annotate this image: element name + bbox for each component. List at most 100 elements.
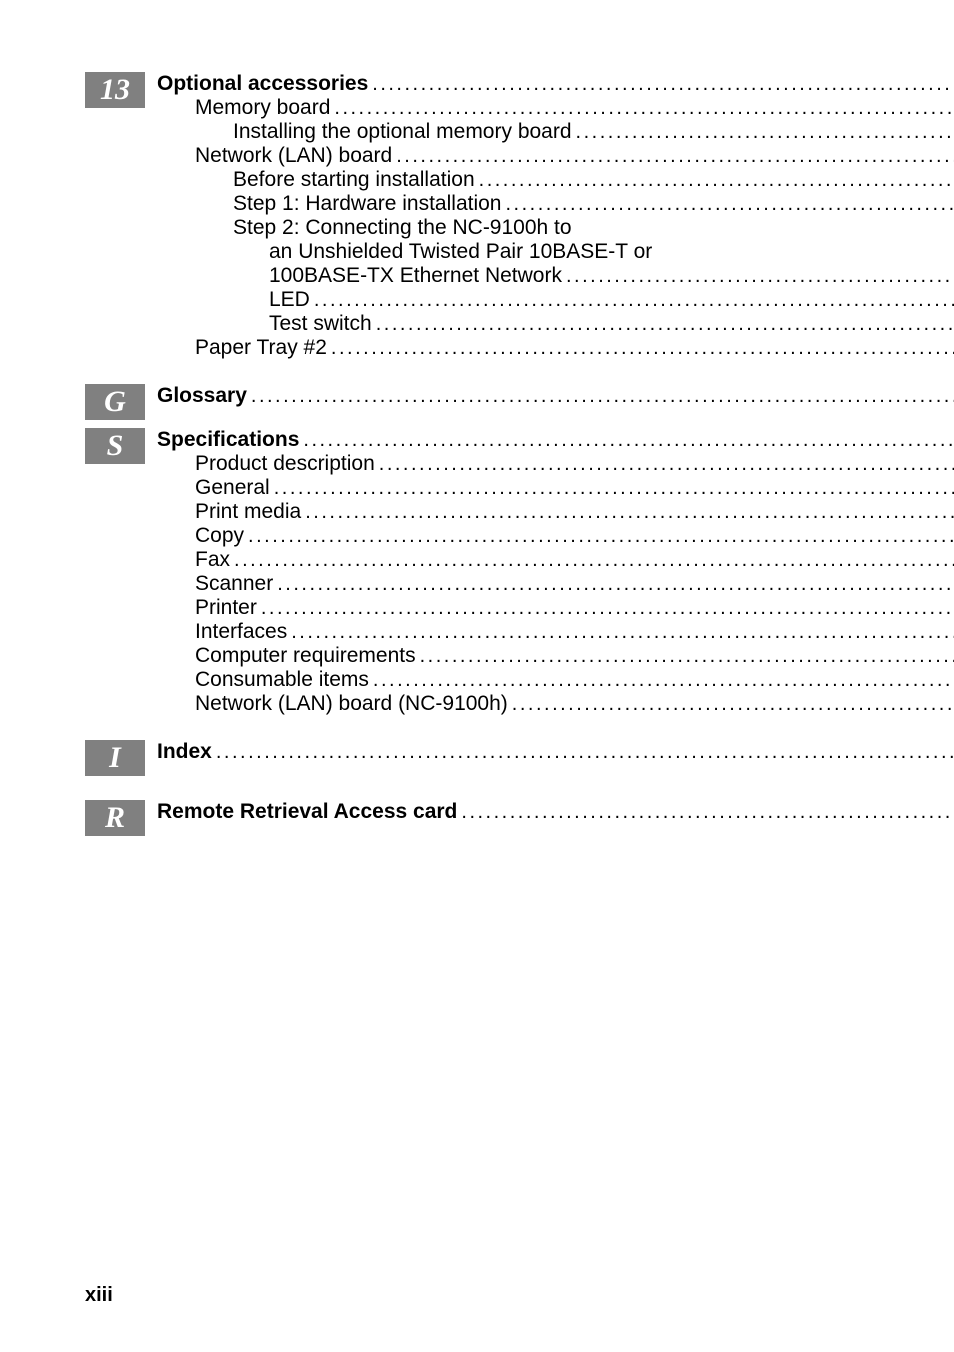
toc-entry: Step 1: Hardware installation ..........…: [157, 192, 954, 216]
page-number: xiii: [85, 1284, 113, 1307]
toc-entry: Glossary ...............................…: [157, 384, 954, 408]
toc-entry-continuation: an Unshielded Twisted Pair 10BASE-T or: [157, 240, 954, 264]
toc-entry: Paper Tray #2 ..........................…: [157, 336, 954, 360]
toc-leader: ........................................…: [287, 621, 954, 644]
toc-section: 13Optional accessories .................…: [85, 72, 869, 360]
toc-leader: ........................................…: [270, 477, 954, 500]
toc-entry-label: Interfaces: [157, 620, 287, 644]
toc-entry: Network (LAN) board (NC-9100h) .........…: [157, 692, 954, 716]
toc-section: SSpecifications ........................…: [85, 428, 869, 716]
toc-leader: ........................................…: [244, 525, 954, 548]
toc-entry: Computer requirements ..................…: [157, 644, 954, 668]
toc-entry-label: Paper Tray #2: [157, 336, 327, 360]
toc-entry: Scanner ................................…: [157, 572, 954, 596]
toc-entry-label: Memory board: [157, 96, 330, 120]
toc-entry: Print media ............................…: [157, 500, 954, 524]
toc-leader: ........................................…: [416, 645, 954, 668]
toc-entry: Specifications .........................…: [157, 428, 954, 452]
toc-entry-label: Print media: [157, 500, 301, 524]
toc-leader: ........................................…: [392, 145, 954, 168]
toc-entry-label: Network (LAN) board: [157, 144, 392, 168]
toc-page: 13 Optional accessories .................…: [0, 0, 954, 878]
toc-entries: Index ..................................…: [157, 740, 954, 776]
toc-entry-label: Index: [157, 740, 212, 764]
toc-entry-label: Computer requirements: [157, 644, 416, 668]
toc-leader: ........................................…: [457, 801, 954, 824]
toc-entry-label: Remote Retrieval Access card: [157, 800, 457, 824]
toc-leader: ........................................…: [327, 337, 954, 360]
toc-entries: Specifications .........................…: [157, 428, 954, 716]
toc-entry: Optional accessories ...................…: [157, 72, 954, 96]
chapter-badge-column: R: [85, 800, 157, 836]
chapter-badge: G: [85, 384, 145, 420]
toc-section: GGlossary ..............................…: [85, 384, 869, 420]
toc-entry-label: Before starting installation: [157, 168, 475, 192]
toc-entry: Network (LAN) board ....................…: [157, 144, 954, 168]
toc-leader: ........................................…: [257, 597, 954, 620]
toc-entry-label: Installing the optional memory board: [157, 120, 572, 144]
toc-entry-label: Network (LAN) board (NC-9100h): [157, 692, 508, 716]
toc-entry-label: Step 2: Connecting the NC-9100h to: [157, 216, 572, 240]
chapter-badge: I: [85, 740, 145, 776]
toc-sections: 13Optional accessories .................…: [85, 72, 869, 836]
toc-leader: ........................................…: [212, 741, 954, 764]
toc-entry: Test switch ............................…: [157, 312, 954, 336]
chapter-badge: S: [85, 428, 145, 464]
toc-entry-label: Product description: [157, 452, 375, 476]
toc-entry-label: Test switch: [157, 312, 372, 336]
toc-entry: General ................................…: [157, 476, 954, 500]
chapter-badge-column: G: [85, 384, 157, 420]
chapter-badge-column: I: [85, 740, 157, 776]
toc-leader: ........................................…: [475, 169, 954, 192]
toc-leader: ........................................…: [508, 693, 954, 716]
toc-leader: ........................................…: [230, 549, 954, 572]
toc-leader: ........................................…: [310, 289, 954, 312]
toc-leader: ........................................…: [247, 385, 954, 408]
toc-entry-continuation: 100BASE-TX Ethernet Network: [157, 264, 562, 288]
toc-entry-label: Step 1: Hardware installation: [157, 192, 501, 216]
toc-entry-label: Scanner: [157, 572, 273, 596]
toc-leader: ........................................…: [572, 121, 954, 144]
toc-entry: Consumable items .......................…: [157, 668, 954, 692]
toc-entry: Product description ....................…: [157, 452, 954, 476]
toc-entry-label: Copy: [157, 524, 244, 548]
toc-entry: Remote Retrieval Access card ...........…: [157, 800, 954, 824]
toc-entry: Step 2: Connecting the NC-9100h to: [157, 216, 954, 240]
toc-entry: Installing the optional memory board ...…: [157, 120, 954, 144]
toc-entry: Interfaces .............................…: [157, 620, 954, 644]
toc-leader: ........................................…: [299, 429, 954, 452]
toc-entry-label: Specifications: [157, 428, 299, 452]
toc-entry: Index ..................................…: [157, 740, 954, 764]
toc-entries: Optional accessories ...................…: [157, 72, 954, 360]
toc-section: RRemote Retrieval Access card ..........…: [85, 800, 869, 836]
toc-entry: Before starting installation ...........…: [157, 168, 954, 192]
toc-leader: ........................................…: [301, 501, 954, 524]
toc-entry-label: Printer: [157, 596, 257, 620]
toc-entry-label: Consumable items: [157, 668, 369, 692]
toc-entry: 100BASE-TX Ethernet Network.............…: [157, 264, 954, 288]
toc-leader: ........................................…: [562, 265, 954, 288]
toc-entry-label: General: [157, 476, 270, 500]
chapter-badge: 13: [85, 72, 145, 108]
chapter-badge: R: [85, 800, 145, 836]
toc-entry: Copy ...................................…: [157, 524, 954, 548]
toc-entry: Memory board ...........................…: [157, 96, 954, 120]
toc-leader: ........................................…: [273, 573, 954, 596]
toc-section: IIndex .................................…: [85, 740, 869, 776]
toc-entry-label: Glossary: [157, 384, 247, 408]
toc-leader: ........................................…: [368, 73, 954, 96]
toc-entry: LED ....................................…: [157, 288, 954, 312]
chapter-badge-column: S: [85, 428, 157, 716]
toc-entry-label: LED: [157, 288, 310, 312]
toc-leader: ........................................…: [375, 453, 954, 476]
toc-entry: Fax ....................................…: [157, 548, 954, 572]
toc-leader: ........................................…: [369, 669, 954, 692]
toc-entries: Remote Retrieval Access card ...........…: [157, 800, 954, 836]
toc-entry: Printer ................................…: [157, 596, 954, 620]
toc-leader: ........................................…: [372, 313, 954, 336]
toc-entries: Glossary ...............................…: [157, 384, 954, 420]
chapter-badge-column: 13: [85, 72, 157, 360]
toc-entry-label: Optional accessories: [157, 72, 368, 96]
toc-leader: ........................................…: [330, 97, 954, 120]
toc-leader: ........................................…: [501, 193, 954, 216]
